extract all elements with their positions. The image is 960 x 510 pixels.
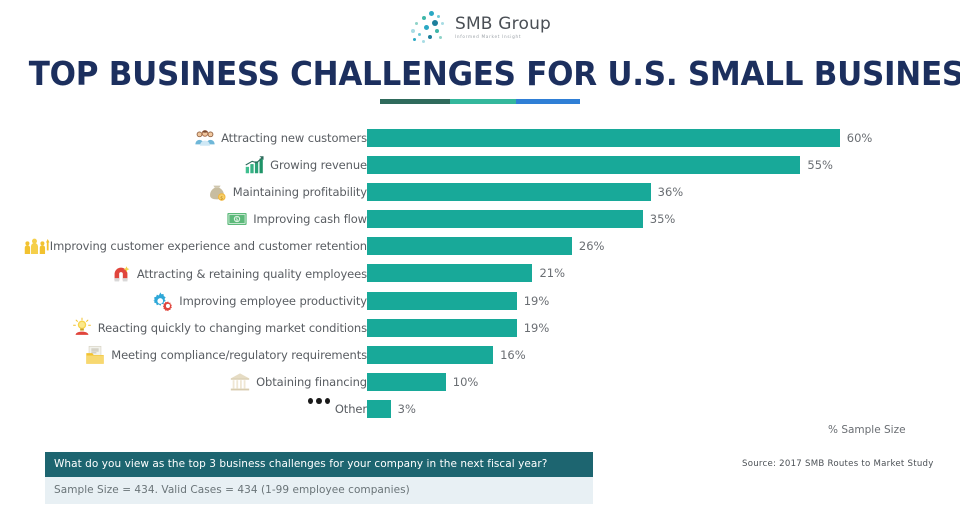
logo-name: SMB Group	[454, 14, 552, 35]
chart-row-label: Other	[307, 396, 367, 423]
banknote-icon: $	[226, 208, 248, 230]
gears-icon	[152, 290, 174, 312]
idea-lightbulb-icon	[71, 317, 93, 339]
bar	[367, 400, 391, 419]
magnet-icon	[110, 263, 132, 285]
bank-icon	[229, 371, 251, 393]
bar-track: 21%	[367, 264, 960, 283]
category-label: Maintaining profitability	[232, 184, 367, 199]
bar	[367, 291, 517, 310]
category-label: Growing revenue	[270, 157, 367, 172]
chart-row: Attracting & retaining quality employees…	[0, 260, 960, 287]
chart-row-label: Attracting & retaining quality employees	[110, 260, 367, 287]
smb-group-logo: SMB Group Informed Market Insight	[0, 6, 960, 50]
chart-row: Improving customer experience and custom…	[0, 233, 960, 260]
bar-chart: Attracting new customers 60% Growing reven…	[0, 124, 960, 424]
people-group-icon	[194, 127, 216, 149]
chart-row-label: Meeting compliance/regulatory requiremen…	[84, 342, 367, 369]
chart-row-label: $ Maintaining profitability	[206, 178, 367, 205]
three-dots-icon	[307, 398, 330, 420]
bar-track: 26%	[367, 237, 960, 256]
category-label: Attracting new customers	[221, 130, 367, 145]
chart-row: Improving employee productivity 19%	[0, 287, 960, 314]
bar	[367, 346, 494, 364]
bar	[367, 128, 840, 147]
category-label: Obtaining financing	[256, 375, 367, 390]
chart-row-label: Reacting quickly to changing market cond…	[71, 314, 367, 341]
bar-track: 35%	[367, 210, 960, 229]
bar-value-label: 3%	[397, 402, 416, 417]
chart-row: Other 3%	[0, 396, 960, 423]
svg-text:$: $	[236, 217, 239, 223]
bar-value-label: 26%	[578, 239, 605, 254]
chart-row-label: Obtaining financing	[229, 369, 367, 396]
bar	[367, 155, 801, 174]
bar-track: 60%	[367, 128, 960, 147]
bar-value-label: 16%	[500, 348, 526, 362]
bar-value-label: 36%	[657, 184, 684, 199]
bar	[367, 264, 533, 283]
category-label: Reacting quickly to changing market cond…	[97, 320, 367, 335]
customer-retention-icon	[23, 235, 50, 257]
page-title: TOP BUSINESS CHALLENGES FOR U.S. SMALL B…	[28, 54, 960, 93]
chart-row: Attracting new customers 60%	[0, 124, 960, 151]
chart-row: Reacting quickly to changing market cond…	[0, 314, 960, 341]
title-underline-rule	[380, 99, 580, 104]
category-label: Meeting compliance/regulatory requiremen…	[111, 348, 367, 363]
chart-row-label: $ Improving cash flow	[226, 206, 367, 233]
chart-row-label: Growing revenue	[243, 151, 367, 178]
category-label: Improving cash flow	[253, 212, 367, 227]
bar	[367, 210, 643, 229]
bar-value-label: 55%	[807, 157, 833, 172]
bar	[367, 182, 651, 201]
bar-value-label: 19%	[523, 293, 550, 308]
chart-row-label: Improving customer experience and custom…	[23, 233, 367, 260]
bar-track: 55%	[367, 155, 960, 174]
chart-row: $ Improving cash flow 35%	[0, 206, 960, 233]
footer: What do you view as the top 3 business c…	[45, 452, 593, 504]
document-folder-icon	[84, 344, 106, 366]
bar-value-label: 10%	[452, 375, 479, 390]
bar-track: 3%	[367, 400, 960, 419]
bar-value-label: 19%	[523, 320, 550, 335]
bar-track: 19%	[367, 318, 960, 337]
bar-track: 36%	[367, 182, 960, 201]
chart-row: $ Maintaining profitability 36%	[0, 178, 960, 205]
chart-row: Meeting compliance/regulatory requiremen…	[0, 342, 960, 369]
source-note: Source: 2017 SMB Routes to Market Study	[742, 459, 934, 469]
bar-value-label: 60%	[846, 130, 873, 145]
bar-track: 19%	[367, 291, 960, 310]
bar-chart-growth-icon	[243, 154, 265, 176]
bar-value-label: 21%	[539, 266, 566, 281]
chart-row-label: Improving employee productivity	[152, 287, 367, 314]
bar	[367, 373, 446, 392]
bar-value-label: 35%	[649, 212, 676, 227]
chart-row-label: Attracting new customers	[194, 124, 367, 151]
bar-track: 10%	[367, 373, 960, 392]
logo-dots-icon	[409, 10, 451, 46]
bar	[367, 237, 572, 256]
bar-track: 16%	[367, 346, 960, 364]
footer-question: What do you view as the top 3 business c…	[45, 452, 593, 477]
chart-row: Obtaining financing 10%	[0, 369, 960, 396]
category-label: Improving customer experience and custom…	[49, 239, 367, 254]
category-label: Improving employee productivity	[179, 293, 367, 308]
sample-size-legend: % Sample Size	[828, 424, 906, 436]
svg-text:$: $	[220, 195, 223, 201]
bar	[367, 318, 517, 337]
category-label: Attracting & retaining quality employees	[136, 266, 367, 281]
chart-row: Growing revenue 55%	[0, 151, 960, 178]
footer-sample-size: Sample Size = 434. Valid Cases = 434 (1-…	[45, 477, 593, 504]
money-bag-icon: $	[206, 181, 228, 203]
logo-tagline: Informed Market Insight	[454, 34, 522, 40]
category-label: Other	[334, 402, 367, 417]
